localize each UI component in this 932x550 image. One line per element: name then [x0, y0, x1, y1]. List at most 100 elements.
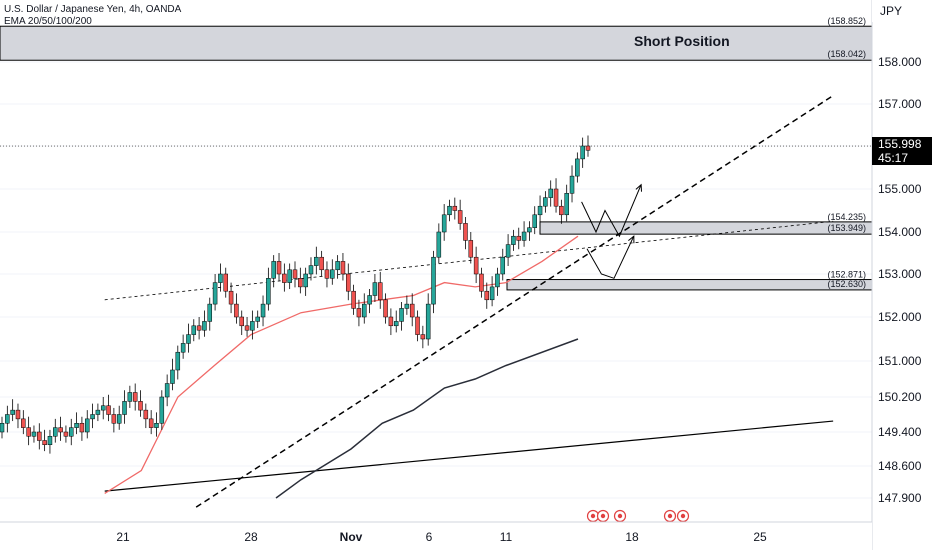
candle-body — [553, 188, 559, 207]
projection-path — [586, 235, 635, 279]
projection-arrowhead — [635, 183, 642, 192]
candle-body — [90, 414, 95, 420]
candle-body — [143, 409, 149, 420]
candle-body — [106, 405, 111, 415]
candle-body — [521, 231, 527, 241]
zone-box — [0, 25, 873, 61]
ema-red-line — [104, 235, 579, 494]
candle-body — [292, 269, 298, 279]
projection-arrowhead — [628, 235, 635, 244]
candle-body — [308, 265, 314, 275]
candle-body — [266, 278, 271, 305]
candle-body — [463, 223, 468, 241]
candle-body — [0, 423, 5, 433]
candle-body — [447, 205, 452, 216]
candle-body — [218, 273, 223, 283]
candle-body — [457, 210, 463, 224]
projection-path — [581, 184, 642, 238]
candle-body — [63, 431, 69, 437]
candle-body — [202, 321, 207, 331]
candle-body — [575, 158, 580, 177]
candle-body — [314, 256, 319, 266]
x-tick-label: Nov — [340, 530, 363, 544]
candle-body — [250, 321, 255, 331]
zone-high-label: (154.235) — [827, 212, 866, 222]
us-flag-icon-dot — [667, 513, 673, 519]
y-tick-label: 157.000 — [878, 97, 922, 111]
y-tick-label: 148.600 — [878, 459, 922, 473]
candle-body — [180, 343, 186, 353]
symbol-title: U.S. Dollar / Japanese Yen, 4h, OANDA — [4, 4, 182, 15]
y-tick-label: 151.000 — [878, 354, 922, 368]
candle-body — [116, 414, 122, 424]
candle-body — [132, 392, 138, 402]
candle-body — [260, 303, 266, 318]
candle-body — [21, 418, 26, 428]
candle-body — [441, 214, 447, 233]
candle-body — [207, 303, 213, 322]
candle-body — [5, 414, 10, 424]
candle-body — [37, 431, 42, 441]
candle-body — [228, 290, 234, 305]
candle-body — [196, 325, 202, 331]
candle-body — [122, 401, 127, 415]
candle-body — [212, 282, 218, 305]
jp-flag-icon-dot — [680, 513, 686, 519]
candle-body — [223, 273, 228, 292]
candle-body — [564, 193, 569, 216]
candle-body — [335, 261, 340, 271]
candle-body — [409, 303, 415, 318]
zone-label-short-position: Short Position — [634, 33, 730, 49]
candle-body — [420, 334, 426, 340]
candle-body — [100, 405, 106, 411]
y-tick-label: 150.200 — [878, 390, 922, 404]
y-tick-label: 149.400 — [878, 425, 922, 439]
x-tick-label: 11 — [500, 530, 513, 544]
currency-selector[interactable]: JPY — [872, 0, 932, 22]
x-tick-label: 28 — [244, 530, 258, 544]
candle-body — [58, 427, 63, 433]
candle-body — [186, 334, 191, 344]
candle-body — [53, 427, 58, 437]
last-price-label: 155.998 45:17 — [872, 137, 932, 165]
candle-body — [234, 303, 239, 318]
x-tick-label: 25 — [753, 530, 767, 544]
bar-countdown: 45:17 — [878, 151, 909, 165]
zone-box — [539, 221, 873, 235]
candle-body — [532, 214, 537, 228]
candle-body — [164, 383, 170, 398]
candle-body — [543, 197, 548, 207]
candle-body — [362, 303, 367, 318]
candle-body — [436, 231, 442, 258]
candle-body — [393, 321, 399, 327]
indicator-label: EMA 20/50/100/200 — [4, 16, 92, 27]
candle-body — [489, 286, 495, 301]
candle-body — [69, 427, 74, 437]
y-tick-label: 147.900 — [878, 491, 922, 505]
candle-body — [244, 325, 250, 331]
candle-body — [10, 409, 15, 415]
zone-low-label: (152.630) — [827, 279, 866, 289]
trendline-dashed — [195, 94, 834, 508]
candle-body — [585, 145, 591, 151]
candle-body — [415, 316, 420, 335]
candle-body — [26, 427, 31, 437]
candle-body — [255, 316, 260, 322]
candle-body — [271, 261, 276, 279]
candle-body — [484, 290, 490, 301]
candle-body — [452, 205, 458, 211]
x-tick-label: 21 — [116, 530, 130, 544]
candle-body — [548, 188, 553, 198]
candle-body — [505, 244, 511, 258]
candle-body — [84, 418, 90, 433]
candle-body — [404, 303, 410, 309]
candle-body — [276, 261, 282, 275]
candle-body — [42, 440, 47, 445]
candle-body — [31, 431, 37, 437]
candle-body — [282, 273, 287, 283]
time-axis — [0, 522, 872, 550]
candle-body — [495, 273, 500, 288]
candle-body — [319, 256, 324, 271]
zone-box — [506, 279, 873, 291]
